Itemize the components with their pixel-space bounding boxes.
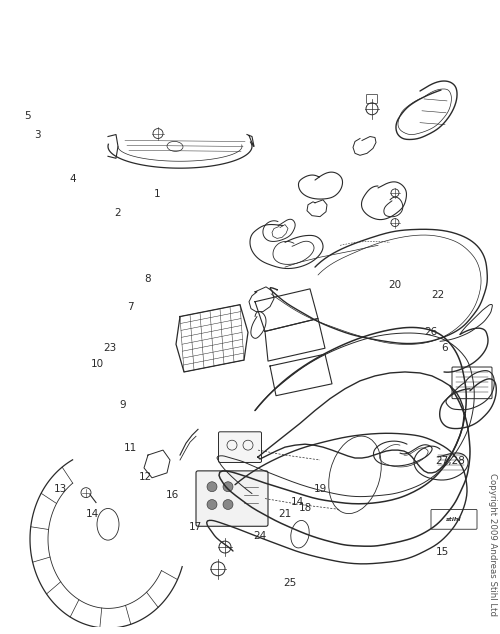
- Text: 1: 1: [154, 190, 161, 200]
- Text: 12: 12: [138, 472, 151, 482]
- Text: 4: 4: [69, 174, 76, 184]
- Text: 9: 9: [119, 399, 126, 410]
- Text: 23: 23: [104, 343, 117, 353]
- Text: 2: 2: [114, 208, 121, 218]
- Text: 27,28: 27,28: [435, 456, 465, 466]
- Text: 11: 11: [124, 443, 136, 453]
- Text: 17: 17: [188, 522, 202, 532]
- Text: 14: 14: [86, 509, 99, 519]
- Text: 20: 20: [388, 280, 402, 290]
- Text: 8: 8: [144, 274, 151, 284]
- Text: 24: 24: [254, 531, 266, 541]
- Circle shape: [207, 500, 217, 510]
- Text: 21: 21: [278, 509, 291, 519]
- Text: 25: 25: [284, 578, 296, 588]
- Circle shape: [223, 482, 233, 491]
- Text: 13: 13: [54, 484, 66, 494]
- Text: Copyright 2009 Andreas Stihl Ltd: Copyright 2009 Andreas Stihl Ltd: [488, 472, 498, 616]
- Text: 26: 26: [424, 327, 438, 337]
- Text: 5: 5: [24, 111, 31, 121]
- Text: stihl: stihl: [446, 517, 462, 522]
- Text: 3: 3: [34, 130, 41, 140]
- FancyBboxPatch shape: [218, 432, 262, 462]
- Text: 14: 14: [291, 497, 304, 507]
- Text: 19: 19: [314, 484, 326, 494]
- Text: 6: 6: [442, 343, 448, 353]
- Circle shape: [207, 482, 217, 491]
- Text: 22: 22: [431, 290, 444, 300]
- Text: 18: 18: [298, 503, 312, 513]
- Text: 16: 16: [166, 491, 179, 500]
- Circle shape: [223, 500, 233, 510]
- Text: 15: 15: [436, 547, 449, 557]
- Text: 10: 10: [91, 359, 104, 369]
- Text: 7: 7: [126, 302, 134, 313]
- FancyBboxPatch shape: [196, 471, 268, 526]
